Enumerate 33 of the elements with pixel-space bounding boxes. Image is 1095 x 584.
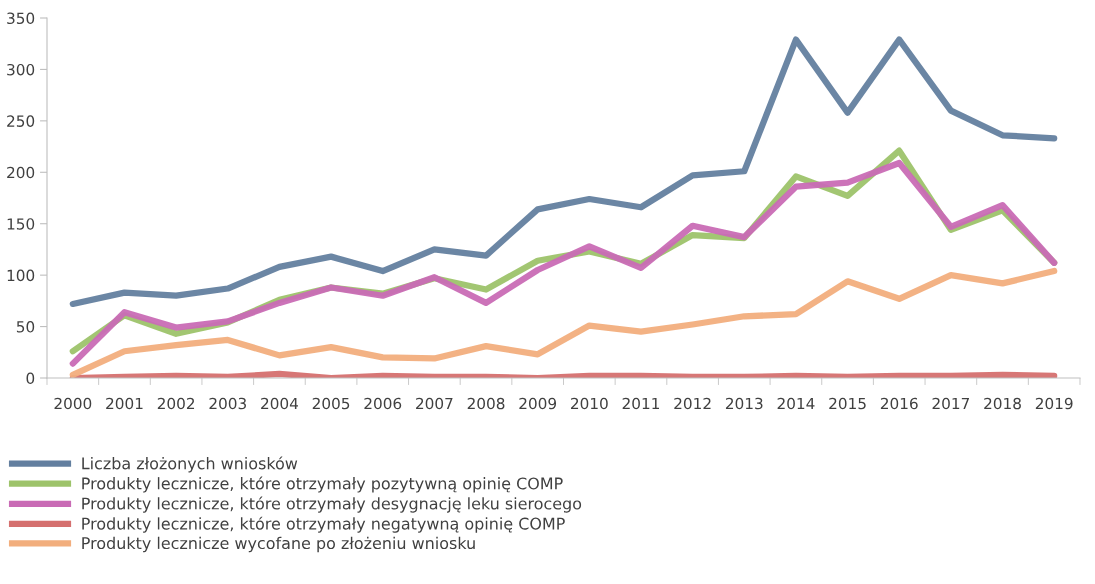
x-tick-label: 2008	[467, 397, 505, 410]
x-tick-label: 2006	[364, 397, 402, 410]
y-tick-label: 250	[7, 115, 35, 127]
x-tick-label: 2002	[157, 397, 195, 410]
x-tick-label: 2005	[312, 397, 350, 410]
x-tick-label: 2007	[416, 397, 453, 410]
x-tick-label: 2018	[984, 397, 1021, 410]
y-tick-label: 200	[7, 166, 35, 179]
x-tick-label: 2019	[1035, 397, 1073, 410]
legend-label: Produkty lecznicze, które otrzymały negatywną opinię COMP	[82, 516, 565, 533]
legend-label: Produkty lecznicze wycofane po złożeniu wniosku	[82, 536, 475, 553]
x-tick-label: 2015	[829, 397, 866, 410]
y-tick-label: 150	[7, 218, 35, 230]
y-tick-label: 0	[26, 372, 35, 385]
y-tick-label: 50	[16, 321, 35, 333]
y-tick-label: 300	[7, 63, 35, 76]
x-tick-label: 2017	[932, 397, 970, 410]
y-tick-label: 100	[7, 269, 35, 282]
x-tick-label: 2013	[725, 397, 763, 410]
x-tick-label: 2009	[519, 397, 557, 410]
x-tick-label: 2014	[777, 397, 815, 410]
x-tick-label: 2016	[880, 397, 918, 410]
x-tick-label: 2001	[106, 397, 143, 410]
x-tick-label: 2003	[209, 397, 246, 410]
x-tick-label: 2012	[674, 397, 711, 410]
x-tick-label: 2004	[261, 397, 299, 410]
x-tick-label: 2011	[622, 397, 659, 410]
legend-label: Produkty lecznicze, które otrzymały desygnację leku sierocego	[82, 496, 582, 513]
legend-label: Produkty lecznicze, które otrzymały pozytywną opinię COMP	[82, 476, 563, 493]
x-tick-label: 2010	[571, 397, 608, 410]
y-tick-label: 350	[7, 12, 35, 25]
x-tick-label: 2000	[54, 397, 92, 410]
legend-label: Liczba złożonych wniosków	[82, 456, 298, 473]
